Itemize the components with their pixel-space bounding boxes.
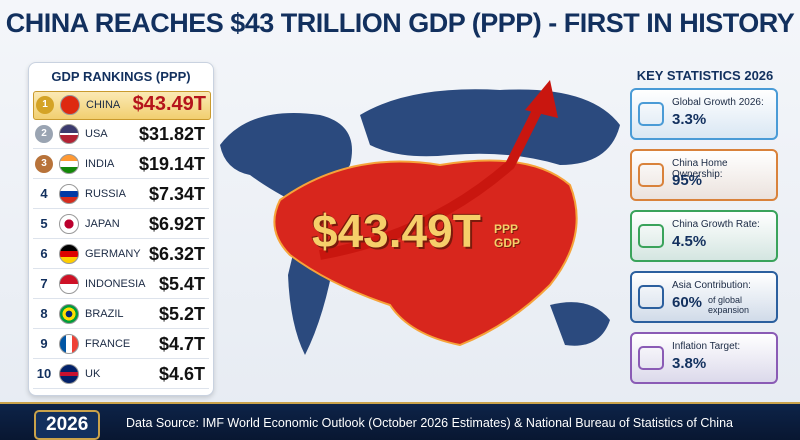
rank: 8: [40, 306, 48, 321]
country: INDIA: [85, 158, 115, 170]
country: UK: [85, 368, 101, 380]
growth-arrow: [319, 102, 545, 260]
rank: 5: [40, 216, 48, 231]
stat-card: China Home Ownership: 95%: [630, 149, 778, 201]
stat-value: 4.5%: [672, 233, 707, 250]
ranking-row: 2 USA $31.82T: [33, 121, 209, 149]
stat-label: Inflation Target:: [672, 341, 741, 352]
headline-value: $43.49T: [312, 205, 481, 257]
rank: 3: [35, 155, 53, 173]
country: GERMANY: [85, 248, 141, 260]
gdp-value: $5.4T: [158, 274, 205, 294]
stat-icon: [638, 346, 664, 370]
stat-card: Global Growth 2026: 3.3%: [630, 88, 778, 140]
china-shape: [273, 159, 578, 347]
stat-icon: [638, 102, 664, 126]
stat-value: 3.8%: [672, 355, 707, 372]
rankings-panel: GDP RANKINGS (PPP) 1 CHINA $43.49T 2 USA $31.…: [28, 62, 214, 396]
ranking-row: 4 RUSSIA $7.34T: [33, 181, 209, 209]
country: JAPAN: [85, 218, 120, 230]
country: FRANCE: [85, 338, 131, 350]
stat-label: China Home Ownership:: [672, 158, 728, 180]
rank: 6: [40, 246, 48, 261]
country: INDONESIA: [85, 278, 146, 290]
panel-title: KEY STATISTICS 2026: [636, 68, 774, 83]
gdp-value: $43.49T: [132, 93, 206, 115]
stat-icon: [638, 285, 664, 309]
rank: 2: [35, 125, 53, 143]
stat-icon: [638, 224, 664, 248]
gdp-value: $7.34T: [148, 184, 205, 204]
country: CHINA: [86, 99, 121, 111]
stat-card: Inflation Target: 3.8%: [630, 332, 778, 384]
rank: 10: [36, 366, 52, 381]
flag: [59, 274, 79, 294]
stat-value: 3.3%: [672, 111, 707, 128]
flag: [59, 214, 79, 234]
footer: 2026 Data Source: IMF World Economic Out…: [0, 402, 800, 440]
ranking-row: 9 FRANCE $4.7T: [33, 331, 209, 359]
stat-value: 95%: [672, 172, 703, 189]
ranking-row: 10 UK $4.6T: [33, 361, 209, 389]
year-badge: 2026: [34, 410, 101, 440]
rank: 7: [40, 276, 48, 291]
arrow-head: [525, 80, 558, 118]
flag: [59, 244, 79, 264]
flag: [59, 364, 79, 384]
stat-label: Global Growth 2026:: [672, 97, 764, 108]
stat-label: Asia Contribution:: [672, 280, 751, 291]
source: Data Source: IMF World Economic Outlook …: [126, 416, 733, 430]
country: BRAZIL: [85, 308, 124, 320]
ranking-row: 6 GERMANY $6.32T: [33, 241, 209, 269]
map-land: [360, 89, 620, 165]
flag: [59, 124, 79, 144]
stat-label: China Growth Rate:: [672, 219, 760, 230]
flag: [59, 184, 79, 204]
stat-card: China Growth Rate: 4.5%: [630, 210, 778, 262]
title: CHINA REACHES $43 TRILLION GDP (PPP) - F…: [5, 8, 795, 38]
rank: 1: [36, 96, 54, 114]
panel-title: GDP RANKINGS (PPP): [51, 69, 191, 84]
rank: 9: [40, 336, 48, 351]
statistics-panel: KEY STATISTICS 2026 Global Growth 2026: 3…: [625, 62, 785, 392]
ranking-row: 3 INDIA $19.14T: [33, 151, 209, 179]
stat-card: Asia Contribution: 60% of global expansion: [630, 271, 778, 323]
stat-value: 60%: [672, 294, 703, 311]
flag: [60, 95, 80, 115]
ranking-row: 1 CHINA $43.49T: [33, 91, 211, 120]
gdp-value: $4.7T: [158, 334, 205, 354]
country: RUSSIA: [85, 188, 126, 200]
unit-label: GDP: [494, 236, 521, 250]
gdp-value: $6.32T: [148, 244, 205, 264]
rank: 4: [40, 186, 48, 201]
map-land: [550, 302, 610, 346]
stat-note: of global expansion: [708, 295, 750, 315]
ranking-row: 5 JAPAN $6.92T: [33, 211, 209, 239]
world-map: [220, 80, 620, 355]
country: USA: [85, 128, 108, 140]
flag: [59, 154, 79, 174]
gdp-value: $6.92T: [148, 214, 205, 234]
flag: [59, 304, 79, 324]
ranking-row: 8 BRAZIL $5.2T: [33, 301, 209, 329]
gdp-value: $19.14T: [138, 154, 205, 174]
ranking-row: 7 INDONESIA $5.4T: [33, 271, 209, 299]
flag: [59, 334, 79, 354]
gdp-value: $5.2T: [158, 304, 205, 324]
stat-icon: [638, 163, 664, 187]
gdp-value: $31.82T: [138, 124, 205, 144]
unit-label: PPP: [494, 222, 519, 236]
gdp-value: $4.6T: [158, 364, 205, 384]
